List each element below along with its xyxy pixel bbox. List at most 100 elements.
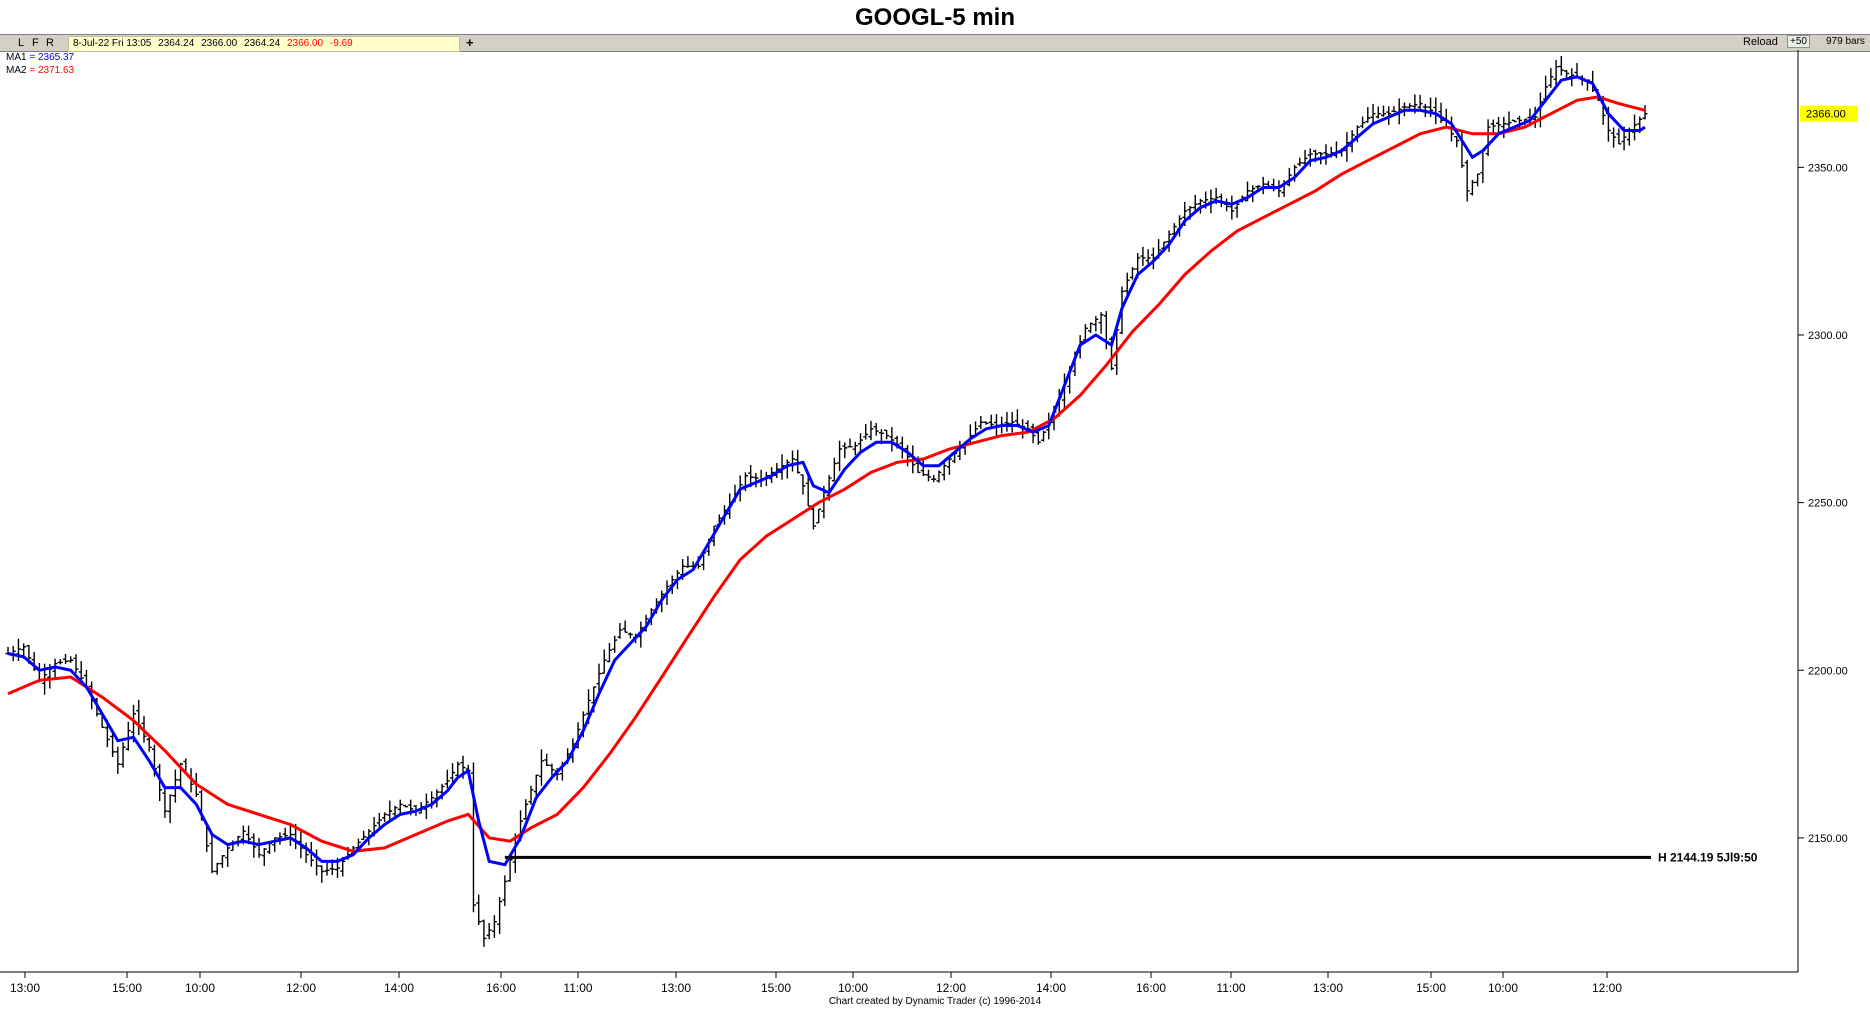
price-bar — [1391, 106, 1397, 113]
price-bar — [831, 457, 837, 482]
x-tick-label: 10:00 — [1488, 981, 1518, 995]
price-bar — [1454, 135, 1460, 148]
price-bar — [115, 746, 121, 774]
price-bar — [361, 830, 367, 840]
price-bar — [1616, 128, 1622, 145]
price-bar — [1511, 119, 1517, 123]
price-bar — [287, 823, 293, 846]
info-low: 2364.24 — [244, 38, 281, 49]
price-bar — [324, 862, 330, 876]
ma2-value: = 2371.63 — [29, 65, 75, 76]
price-bar — [1632, 114, 1638, 141]
price-bar — [1234, 203, 1240, 218]
x-tick-label: 12:00 — [936, 981, 966, 995]
price-bar — [549, 763, 555, 776]
price-bar — [606, 642, 612, 663]
x-tick-label: 12:00 — [286, 981, 316, 995]
price-bar — [779, 454, 785, 480]
x-tick-label: 14:00 — [1036, 981, 1066, 995]
price-bar — [1014, 409, 1020, 426]
price-bar — [837, 440, 843, 472]
price-bar — [790, 450, 796, 472]
price-bar — [486, 922, 492, 940]
info-open: 2364.24 — [158, 38, 195, 49]
price-bar — [507, 855, 513, 882]
x-tick-label: 16:00 — [1136, 981, 1166, 995]
price-bar — [1417, 94, 1423, 112]
price-bar — [491, 915, 497, 938]
price-bar — [873, 422, 879, 436]
y-tick-label: 2250.00 — [1808, 498, 1848, 510]
price-bar — [167, 794, 173, 824]
price-bar — [1469, 179, 1475, 196]
price-bar — [685, 556, 691, 568]
toolbar-button-l[interactable]: L — [18, 37, 25, 49]
price-bar — [1260, 176, 1266, 195]
price-bar — [816, 508, 822, 524]
price-bar — [1093, 316, 1099, 332]
price-bar — [863, 423, 869, 440]
price-bar — [251, 833, 257, 858]
add-button[interactable]: + — [466, 35, 474, 50]
info-high: 2366.00 — [201, 38, 238, 49]
price-bar — [497, 897, 503, 934]
price-bar — [596, 663, 602, 693]
ma2-legend-row: MA2 = 2371.63 — [6, 64, 74, 77]
price-bar — [847, 438, 853, 448]
price-bar — [125, 721, 131, 751]
x-tick-label: 16:00 — [486, 981, 516, 995]
price-bar — [533, 774, 539, 796]
price-bar — [1307, 148, 1313, 167]
price-bar — [57, 659, 63, 665]
price-bar — [382, 812, 388, 822]
price-bar — [15, 638, 21, 661]
price-bar — [73, 654, 79, 674]
price-bar — [528, 785, 534, 805]
price-bar — [538, 749, 544, 786]
toolbar-button-r[interactable]: R — [46, 37, 54, 49]
plus50-button[interactable]: +50 — [1787, 35, 1810, 48]
price-bar — [225, 844, 231, 867]
info-change: -9.69 — [329, 38, 353, 49]
info-close: 2366.00 — [286, 38, 324, 49]
price-bar — [1129, 267, 1135, 280]
price-bar — [1548, 68, 1554, 88]
x-tick-label: 11:00 — [1216, 981, 1245, 995]
price-bar — [157, 763, 163, 802]
price-bar — [925, 469, 931, 482]
price-bar — [63, 653, 69, 665]
price-bar — [884, 429, 890, 440]
price-bar — [852, 441, 858, 456]
price-bar — [946, 457, 952, 475]
toolbar-button-f[interactable]: F — [32, 37, 39, 49]
price-chart[interactable]: H 2144.19 5Jl9:50 2150.002200.002250.002… — [0, 50, 1870, 996]
price-bar — [481, 919, 487, 947]
horizontal-level: H 2144.19 5Jl9:50 — [504, 850, 1758, 864]
price-bar — [219, 855, 225, 868]
price-bar — [314, 849, 320, 876]
x-tick-label: 11:00 — [563, 981, 592, 995]
price-bar — [68, 656, 74, 663]
last-price-tag-bg — [1800, 105, 1858, 122]
price-bar — [1271, 178, 1277, 192]
price-bar — [172, 769, 178, 803]
price-bar — [1433, 97, 1439, 125]
price-bar — [1041, 430, 1047, 442]
x-tick-label: 15:00 — [112, 981, 142, 995]
price-bar — [387, 800, 393, 822]
price-bar — [267, 842, 273, 855]
y-tick-label: 2150.00 — [1808, 833, 1848, 845]
price-bar — [1009, 411, 1015, 433]
reload-button[interactable]: Reload — [1743, 36, 1778, 48]
info-date: 8-Jul-22 Fri 13:05 — [73, 38, 152, 49]
last-price-tag-text: 2366.00 — [1806, 109, 1846, 121]
price-bar — [1192, 194, 1198, 213]
price-bar — [810, 507, 816, 530]
price-bar — [502, 875, 508, 907]
price-bar — [146, 735, 152, 752]
bar-info-box: 8-Jul-22 Fri 13:05 2364.24 2366.00 2364.… — [68, 36, 460, 52]
price-bar — [1333, 141, 1339, 159]
price-bar — [470, 762, 476, 913]
price-bar — [1360, 116, 1366, 129]
price-bar — [1380, 105, 1386, 117]
